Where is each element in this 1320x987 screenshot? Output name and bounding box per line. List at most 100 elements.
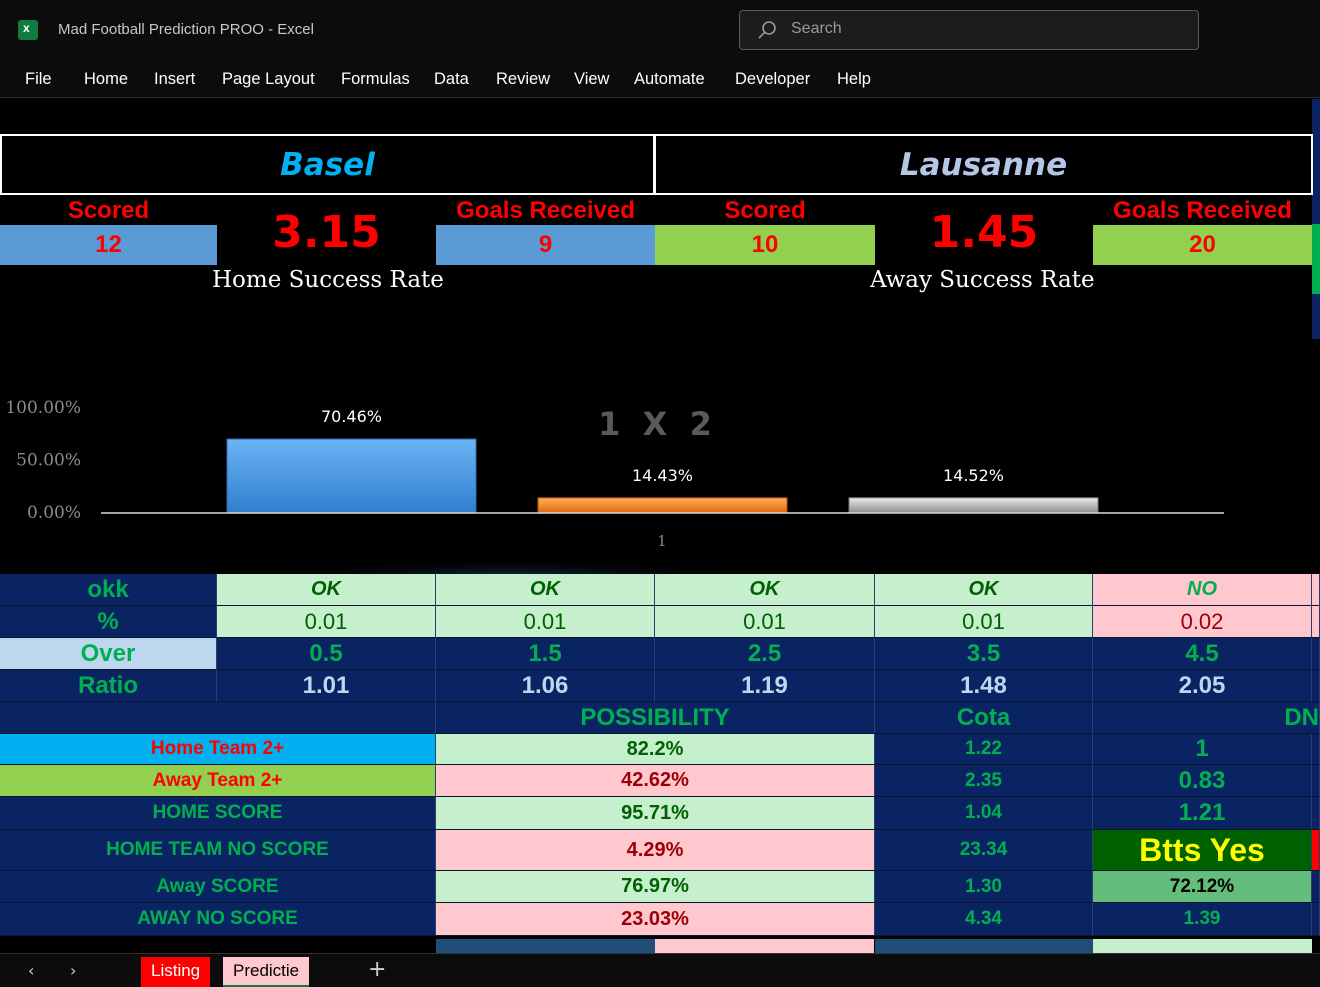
over-row-cell[interactable]: 2.5	[655, 638, 875, 670]
over-row-cell[interactable]: 0.01	[655, 606, 875, 638]
menu-page-layout[interactable]: Page Layout	[222, 70, 315, 88]
possibility-row-dn[interactable]: Btts Yes	[1093, 830, 1312, 871]
dn-header[interactable]: DN	[1093, 702, 1320, 734]
chart-bar[interactable]	[226, 438, 477, 514]
chevron-right-icon[interactable]: ›	[70, 961, 77, 980]
bottom-cell	[875, 939, 1093, 953]
menu-home[interactable]: Home	[84, 70, 129, 88]
chart-bar[interactable]	[537, 497, 788, 514]
possibility-row-label[interactable]: HOME TEAM NO SCORE	[0, 830, 436, 871]
possibility-row-pct[interactable]: 76.97%	[436, 871, 875, 903]
home-success-rate-title: Home Success Rate	[212, 267, 444, 293]
possibility-row-dn[interactable]: 1.21	[1093, 797, 1312, 830]
sheet-tab-predictie[interactable]: Predictie	[223, 957, 310, 987]
chart-title: 1 X 2	[598, 405, 712, 443]
over-row-cell[interactable]: OK	[655, 574, 875, 606]
success-rate-chart[interactable]: 1 X 2 100.00% 50.00% 0.00% 70.46% 14.43% 14.…	[0, 297, 1312, 574]
possibility-row-pct[interactable]: 23.03%	[436, 903, 875, 936]
away-scored-label: Scored	[724, 197, 806, 224]
away-team-name: Lausanne	[654, 134, 1313, 195]
home-scored-value[interactable]: 12	[0, 225, 217, 265]
possibility-row-dn[interactable]: 72.12%	[1093, 871, 1312, 903]
possibility-row-label[interactable]: Away SCORE	[0, 871, 436, 903]
over-row-cell[interactable]: 0.01	[875, 606, 1093, 638]
sheet-tab-listing[interactable]: Listing	[141, 957, 211, 987]
possibility-row-pct[interactable]: 4.29%	[436, 830, 875, 871]
over-row-cell[interactable]: 2.05	[1093, 670, 1312, 702]
over-row-cell[interactable]: 1.01	[217, 670, 436, 702]
edge-cell	[1312, 606, 1320, 638]
over-row-label[interactable]: Ratio	[0, 670, 217, 702]
over-row-cell[interactable]: 0.01	[436, 606, 655, 638]
away-scored-value[interactable]: 10	[655, 225, 875, 265]
possibility-row-cota[interactable]: 1.30	[875, 871, 1093, 903]
possibility-row-label[interactable]: Home Team 2+	[0, 734, 436, 765]
possibility-header[interactable]: POSSIBILITY	[436, 702, 875, 734]
over-row-cell[interactable]: 0.02	[1093, 606, 1312, 638]
add-sheet-icon[interactable]: +	[368, 957, 387, 982]
over-row-cell[interactable]: 0.01	[217, 606, 436, 638]
bottom-cell	[655, 939, 874, 953]
possibility-row-cota[interactable]: 1.22	[875, 734, 1093, 765]
possibility-row-label[interactable]: HOME SCORE	[0, 797, 436, 830]
search-placeholder: Search	[791, 20, 842, 37]
over-row-cell[interactable]: 3.5	[875, 638, 1093, 670]
over-row-cell[interactable]: 1.5	[436, 638, 655, 670]
chart-x-tick-label: 1	[657, 532, 667, 550]
edge-cell	[1312, 670, 1320, 702]
over-row-cell[interactable]: OK	[217, 574, 436, 606]
possibility-row-dn[interactable]: 0.83	[1093, 765, 1312, 797]
chart-data-label: 14.52%	[943, 466, 1004, 485]
possibility-row-dn[interactable]: 1.39	[1093, 903, 1312, 936]
worksheet[interactable]: Basel Lausanne Scored Goals Received Sco…	[0, 99, 1320, 953]
background-image-fragment	[300, 547, 720, 574]
chart-data-label: 70.46%	[321, 407, 382, 426]
over-row-cell[interactable]: 4.5	[1093, 638, 1312, 670]
possibility-row-pct[interactable]: 82.2%	[436, 734, 875, 765]
menu-data[interactable]: Data	[434, 70, 469, 88]
chart-data-label: 14.43%	[632, 466, 693, 485]
right-edge-green	[1312, 224, 1320, 294]
possibility-row-pct[interactable]: 95.71%	[436, 797, 875, 830]
over-row-label[interactable]: %	[0, 606, 217, 638]
over-row-cell[interactable]: 1.06	[436, 670, 655, 702]
over-row-label[interactable]: okk	[0, 574, 217, 606]
possibility-row-cota[interactable]: 23.34	[875, 830, 1093, 871]
home-received-value[interactable]: 9	[436, 225, 655, 265]
possibility-row-cota[interactable]: 4.34	[875, 903, 1093, 936]
over-row-cell[interactable]: NO	[1093, 574, 1312, 606]
menu-insert[interactable]: Insert	[154, 70, 196, 88]
possibility-row-dn[interactable]: 1	[1093, 734, 1312, 765]
over-row-cell[interactable]: 1.48	[875, 670, 1093, 702]
menu-review[interactable]: Review	[496, 70, 551, 88]
search-input[interactable]: Search	[739, 10, 1199, 50]
over-row-cell[interactable]: 1.19	[655, 670, 875, 702]
chart-bar[interactable]	[848, 497, 1099, 514]
possibility-header-blank[interactable]	[0, 702, 436, 734]
search-icon	[758, 21, 776, 39]
chevron-left-icon[interactable]: ‹	[28, 961, 35, 980]
menu-file[interactable]: File	[25, 70, 52, 88]
over-row-cell[interactable]: OK	[436, 574, 655, 606]
possibility-row-label[interactable]: AWAY NO SCORE	[0, 903, 436, 936]
menu-help[interactable]: Help	[837, 70, 871, 88]
chart-y-tick-label: 50.00%	[16, 451, 81, 471]
edge-cell	[1312, 734, 1320, 765]
menu-view[interactable]: View	[574, 70, 610, 88]
home-average-value[interactable]: 3.15	[272, 207, 381, 258]
possibility-row-cota[interactable]: 2.35	[875, 765, 1093, 797]
possibility-row-pct[interactable]: 42.62%	[436, 765, 875, 797]
over-row-cell[interactable]: 0.5	[217, 638, 436, 670]
edge-cell	[1312, 830, 1320, 871]
possibility-row-cota[interactable]: 1.04	[875, 797, 1093, 830]
menu-developer[interactable]: Developer	[735, 70, 811, 88]
menu-formulas[interactable]: Formulas	[341, 70, 410, 88]
menu-automate[interactable]: Automate	[634, 70, 705, 88]
away-average-value[interactable]: 1.45	[929, 207, 1039, 258]
away-received-value[interactable]: 20	[1093, 225, 1312, 265]
over-row-label[interactable]: Over	[0, 638, 217, 670]
over-row-cell[interactable]: OK	[875, 574, 1093, 606]
cota-header[interactable]: Cota	[875, 702, 1093, 734]
home-scored-label: Scored	[67, 197, 150, 224]
possibility-row-label[interactable]: Away Team 2+	[0, 765, 436, 797]
